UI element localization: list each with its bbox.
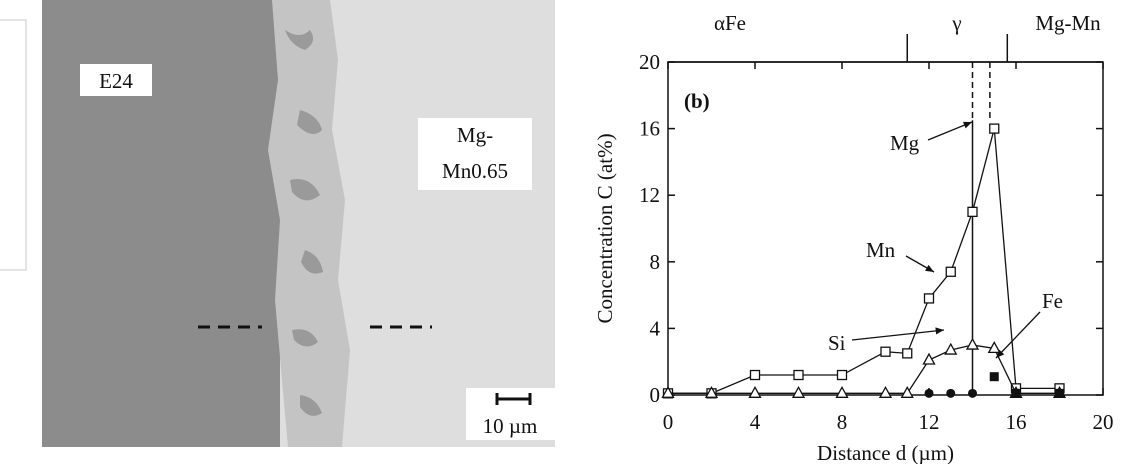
data-point: [661, 385, 675, 398]
data-point: [989, 123, 1000, 134]
x-tick-label: 16: [1006, 410, 1027, 434]
steel-region: [42, 0, 280, 447]
data-point: [1011, 388, 1021, 398]
annotation: Si: [828, 331, 846, 355]
data-point: [1055, 388, 1064, 398]
sample-label: Mn0.65: [442, 159, 508, 183]
x-tick-label: 8: [837, 410, 848, 434]
x-tick-label: 0: [663, 410, 674, 434]
annotation-arrow: [851, 329, 945, 341]
scale-label: 10 µm: [483, 414, 538, 438]
annotation-arrow: [995, 311, 1041, 359]
data-point: [923, 293, 935, 304]
annotation: Mg: [890, 131, 920, 155]
data-point: [880, 346, 891, 357]
label-box: [418, 118, 532, 190]
scale-bar: [495, 393, 532, 405]
x-axis-label: Distance d (µm): [817, 441, 954, 464]
data-point: [749, 369, 761, 381]
arrow-head: [963, 121, 972, 129]
y-tick-label: 8: [650, 250, 661, 274]
arrow-head: [935, 327, 944, 335]
x-tick-label: 4: [750, 410, 761, 434]
data-point: [922, 352, 936, 365]
micrograph: E24 Mg- Mn0.65 10 µm: [0, 0, 555, 447]
y-tick-label: 0: [650, 383, 661, 407]
y-tick-label: 16: [639, 117, 660, 141]
y-tick-label: 20: [639, 50, 660, 74]
data-point: [900, 385, 914, 398]
label-box: [466, 388, 555, 440]
panel-label: (b): [684, 89, 710, 113]
interface-band: [268, 0, 350, 447]
data-point: [945, 266, 956, 277]
y-axis-label: Concentration C (at%): [593, 133, 617, 323]
phase-label: αFe: [714, 11, 746, 35]
data-point: [748, 385, 762, 398]
x-tick-label: 20: [1093, 410, 1114, 434]
phase-label: Mg-Mn: [1035, 11, 1101, 35]
x-tick-label: 12: [919, 410, 940, 434]
sample-label: Mg-: [457, 123, 493, 147]
data-point: [835, 385, 849, 398]
data-point: [791, 385, 806, 398]
data-point: [968, 388, 977, 398]
phase-label: γ: [951, 11, 961, 35]
data-point: [946, 388, 956, 398]
chart: αFe γ Mg-Mn 0 4 8 12 16 20 0 4 8 12 16 20 Distance d (µ…: [593, 11, 1114, 465]
annotation: Mn: [866, 238, 896, 262]
y-tick-label: 4: [650, 316, 661, 340]
data-point: [967, 206, 978, 218]
data-point: [902, 348, 913, 359]
interface-phase: [285, 30, 323, 416]
data-point: [704, 385, 719, 398]
data-point: [924, 388, 934, 398]
arrow-head: [925, 264, 934, 272]
arrow-head: [996, 349, 1005, 358]
annotation: Fe: [1042, 289, 1063, 313]
data-point: [989, 372, 999, 382]
data-point: [878, 385, 893, 398]
frame-edge: [0, 19, 27, 271]
data-point: [987, 341, 1001, 354]
label-box: [80, 64, 152, 96]
y-tick-label: 12: [639, 183, 660, 207]
data-point: [965, 337, 980, 350]
plot-frame: [667, 61, 1104, 396]
sample-label: E24: [99, 69, 133, 93]
data-point: [944, 342, 958, 355]
data-point: [836, 369, 848, 381]
data-point: [793, 369, 804, 381]
